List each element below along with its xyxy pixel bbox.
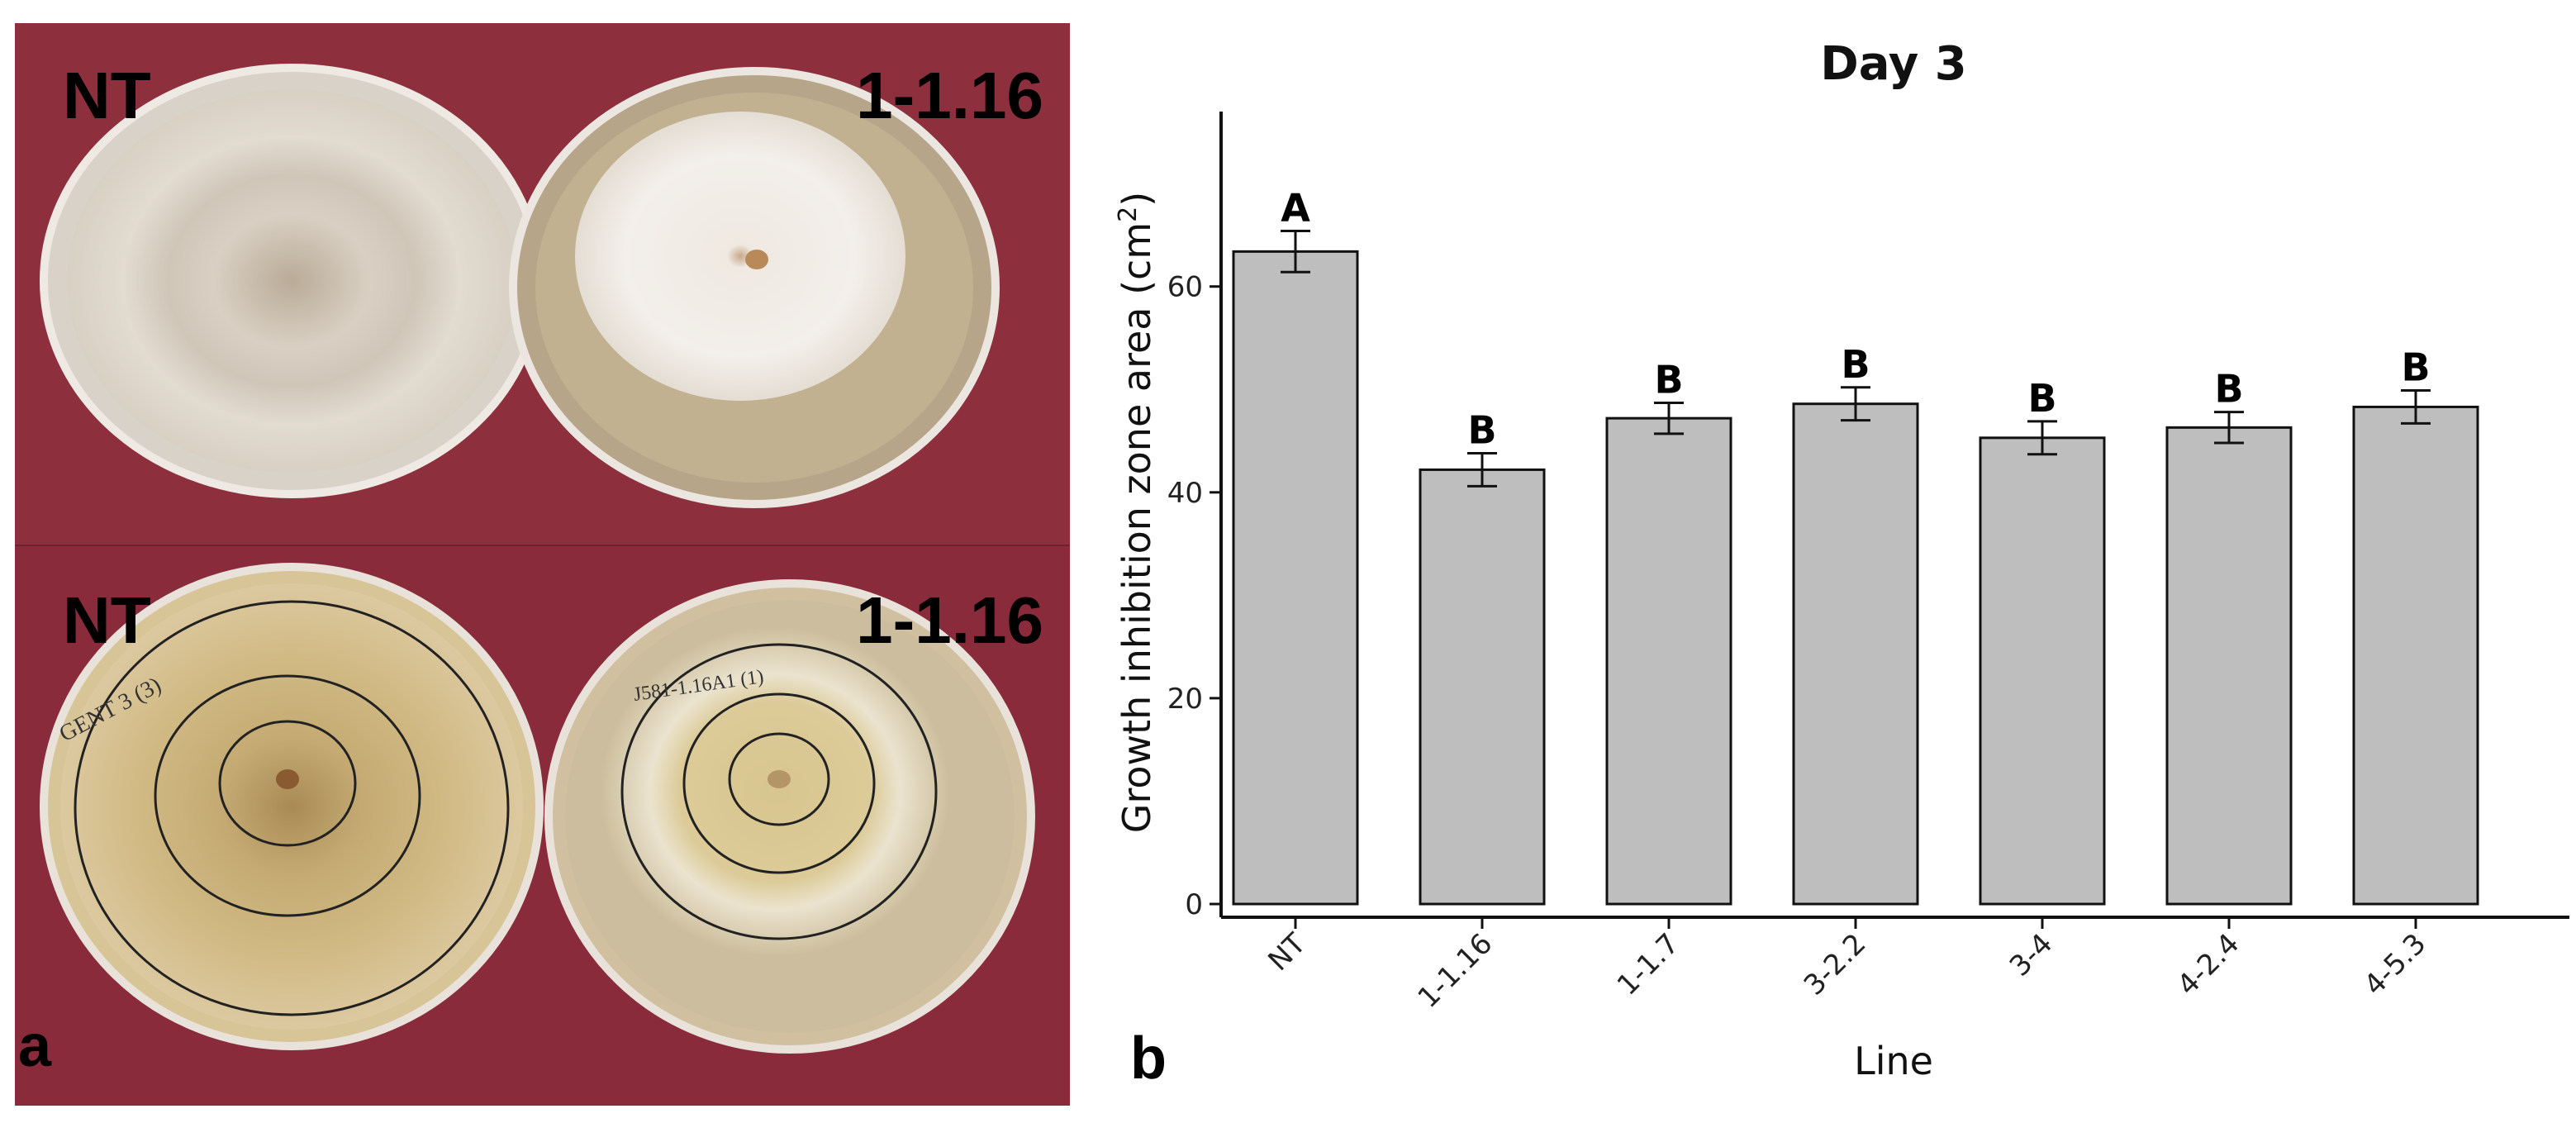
y-tick-label: 20 xyxy=(1167,683,1203,716)
error-bar-4-2.4 xyxy=(2214,411,2244,445)
y-tick-label: 60 xyxy=(1167,271,1203,304)
x-axis-title: Line xyxy=(1854,1039,1933,1083)
y-axis-title: Growth inhibition zone area (cm2) xyxy=(1114,192,1160,833)
y-tick-label: 0 xyxy=(1185,888,1203,921)
chart-title: Day 3 xyxy=(1820,37,1967,91)
significance-label: B xyxy=(1841,342,1870,387)
x-tick-label: 4-5.3 xyxy=(2358,927,2432,1002)
bar-4-2.4 xyxy=(2165,426,2293,906)
significance-label: B xyxy=(1467,407,1496,452)
petri-dish-photo: GENT 3 (3) J581-1.16A1 (1) NT 1-1.16 NT … xyxy=(15,23,1070,1106)
error-bar-3-4 xyxy=(2027,420,2057,456)
bar-3-2.2 xyxy=(1792,402,1919,906)
significance-label: B xyxy=(2401,345,2430,390)
x-tick-label: 1-1.7 xyxy=(1611,927,1685,1002)
significance-label: B xyxy=(1654,357,1683,402)
bar-1-1.16 xyxy=(1419,468,1546,906)
significance-label: B xyxy=(2214,367,2243,412)
error-bar-NT xyxy=(1281,229,1310,274)
x-tick-label: 1-1.16 xyxy=(1412,927,1499,1015)
x-tick-label: 3-2.2 xyxy=(1798,927,1872,1002)
significance-label: A xyxy=(1281,185,1310,230)
bar-3-4 xyxy=(1979,436,2106,906)
bar-chart: Day 3 Growth inhibition zone area (cm2) … xyxy=(1114,37,2569,1092)
error-bar-1-1.16 xyxy=(1467,451,1497,488)
panel-a-letter: a xyxy=(18,1013,52,1079)
label-bottom-left: NT xyxy=(63,583,151,657)
bar-4-5.3 xyxy=(2352,405,2479,906)
error-bar-4-5.3 xyxy=(2401,389,2431,425)
bar-NT xyxy=(1232,250,1359,906)
chart-panel: Day 3 Growth inhibition zone area (cm2) … xyxy=(1074,0,2576,1123)
label-bottom-right: 1-1.16 xyxy=(856,583,1043,657)
label-top-left: NT xyxy=(63,59,151,132)
bars-group: A B B B B B B xyxy=(1232,185,2479,906)
y-tick-label: 40 xyxy=(1167,477,1203,510)
x-tick-label: 3-4 xyxy=(2003,927,2060,983)
error-bar-1-1.7 xyxy=(1654,401,1684,435)
x-tick-label: 4-2.4 xyxy=(2171,927,2246,1002)
panel-b-letter: b xyxy=(1130,1025,1167,1092)
photo-panel: GENT 3 (3) J581-1.16A1 (1) NT 1-1.16 NT … xyxy=(15,23,1070,1106)
label-top-right: 1-1.16 xyxy=(856,59,1043,132)
error-bar-3-2.2 xyxy=(1841,386,1870,422)
x-tick-label: NT xyxy=(1262,927,1312,978)
significance-label: B xyxy=(2027,376,2056,421)
bar-1-1.7 xyxy=(1605,416,1732,906)
